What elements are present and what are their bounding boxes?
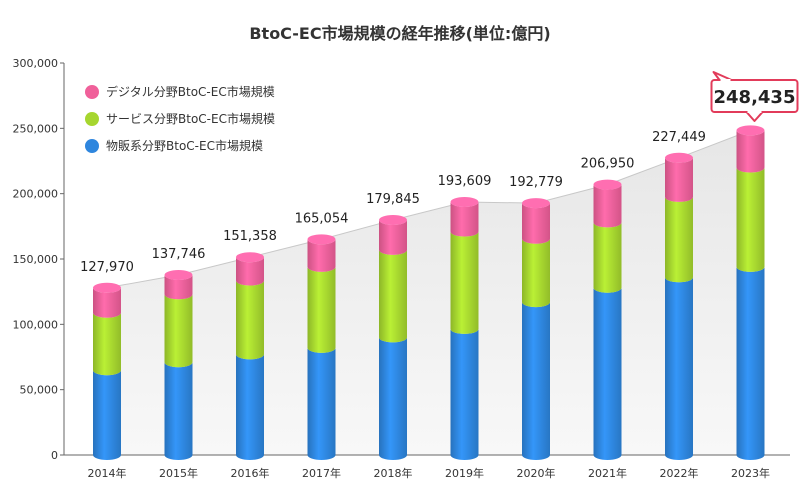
bar-segment [307,347,336,460]
bar-segment [450,231,479,334]
y-tick-label: 0 [51,449,58,462]
trend-area [107,130,751,455]
chart-title: BtoC-EC市場規模の経年推移(単位:億円) [249,24,551,43]
bar-top-cap [93,282,121,293]
bar-segment [164,362,193,460]
bar-segment [665,196,693,283]
y-tick-label: 150,000 [13,253,59,266]
bar-segment [522,302,550,460]
bar-segment [307,239,336,272]
bar-segment [307,266,336,353]
total-label: 127,970 [80,260,134,275]
bar-stack [736,125,765,460]
total-label: 179,845 [366,192,420,207]
total-label: 137,746 [152,247,206,262]
bar-segment [736,266,765,460]
callout-pointer [745,111,764,122]
x-tick-label: 2014年 [88,466,127,480]
trend-line [106,129,751,289]
total-label: 193,609 [438,174,492,189]
bar-top-cap [379,215,407,226]
legend-label: デジタル分野BtoC-EC市場規模 [106,84,275,99]
bar-segment [236,257,264,286]
bar-segment [93,287,122,318]
bar-segment [665,277,693,460]
bar-stack [93,282,122,460]
bar-segment [593,222,622,293]
legend-swatch [85,112,99,126]
bar-segment [379,337,407,460]
bar-stack [450,197,479,460]
bar-segment [164,275,193,300]
highlighted-total-label: 248,435 [714,87,796,108]
bar-top-cap [736,125,765,136]
bar-segment [736,130,765,173]
bar-stack [236,252,264,460]
bar-segment [522,238,550,308]
bar-top-cap [665,152,693,163]
x-tick-label: 2018年 [374,466,413,480]
total-label: 151,358 [223,229,277,244]
bar-stack [379,215,407,460]
bar-segment [593,184,622,228]
x-tick-label: 2015年 [159,466,198,480]
x-tick-label: 2016年 [231,466,270,480]
bar-stack [164,270,193,460]
y-tick-label: 300,000 [13,57,59,70]
bar-top-cap [164,270,193,281]
x-tick-label: 2022年 [660,466,699,480]
legend-swatch [85,139,99,153]
x-tick-label: 2021年 [588,466,627,480]
legend-swatch [85,85,99,99]
bar-top-cap [593,179,622,190]
legend-label: サービス分野BtoC-EC市場規模 [106,111,275,126]
bar-segment [236,354,264,460]
bar-segment [93,370,121,460]
callout-tab-mask [720,79,731,82]
bar-stack [522,198,550,460]
bar-segment [379,220,407,255]
x-tick-label: 2017年 [302,466,341,480]
bar-top-cap [307,234,336,245]
x-tick-label: 2019年 [445,466,484,480]
callout-pointer-mask [747,110,762,113]
bar-stack [593,179,622,460]
legend-label: 物販系分野BtoC-EC市場規模 [106,138,263,153]
y-tick-label: 100,000 [13,318,59,331]
y-tick-label: 50,000 [20,384,59,397]
callout-tab [712,71,733,81]
bar-segment [593,287,622,460]
bar-segment [736,167,765,272]
x-tick-label: 2023年 [731,466,770,480]
bar-top-cap [522,198,550,209]
bar-segment [236,280,264,360]
bar-stack [665,152,693,460]
y-tick-label: 200,000 [13,188,59,201]
total-label: 165,054 [295,211,349,226]
highlight-callout: 248,435 [710,71,799,122]
legend: デジタル分野BtoC-EC市場規模サービス分野BtoC-EC市場規模物販系分野B… [85,84,275,153]
total-label: 192,779 [509,175,563,190]
total-label: 206,950 [581,157,635,172]
bar-top-cap [450,197,479,208]
bar-stack [307,234,336,460]
bar-top-cap [236,252,264,263]
total-label: 227,449 [652,130,706,145]
bar-segment [450,328,479,460]
x-tick-label: 2020年 [517,466,556,480]
bar-segment [665,157,693,202]
y-tick-label: 250,000 [13,122,59,135]
bar-segment [379,249,407,343]
bar-segment [450,202,479,237]
bar-segment [93,312,122,376]
bar-segment [164,294,193,368]
bar-segment [522,203,550,244]
